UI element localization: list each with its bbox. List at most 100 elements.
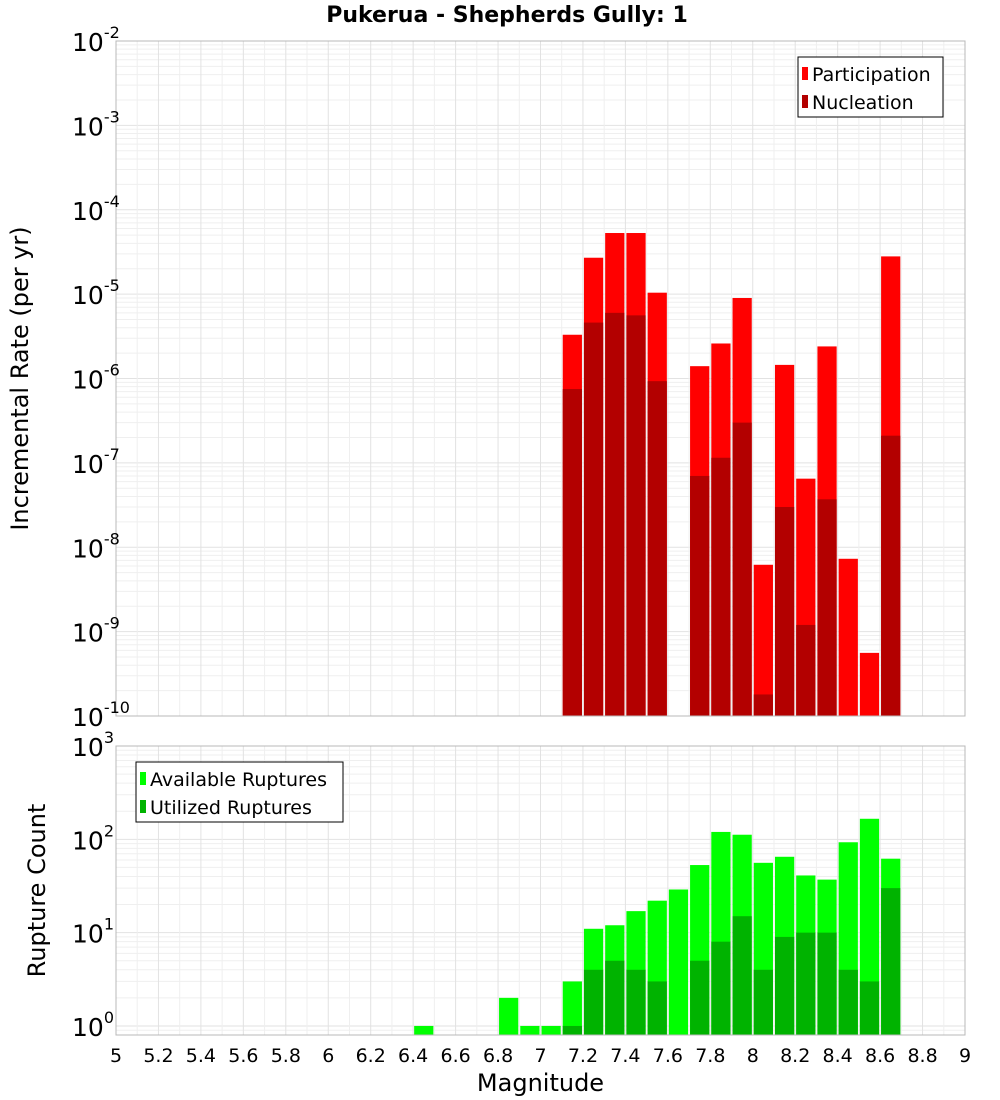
bars [562, 233, 901, 716]
legend-label: Available Ruptures [150, 769, 327, 791]
y-tick-label: 10-9 [72, 614, 120, 648]
y-tick-labels: 100 101 102 103 [72, 728, 114, 1042]
bar-primary [499, 997, 519, 1035]
y-tick-label: 10-2 [72, 23, 120, 57]
x-tick-label: 6 [322, 1045, 334, 1067]
legend-label: Nucleation [812, 92, 914, 114]
bar-secondary [605, 312, 625, 716]
x-tick-label: 6.6 [440, 1045, 470, 1067]
legend-swatch [140, 800, 146, 813]
x-tick-label: 9 [959, 1045, 971, 1067]
bar-primary [520, 1025, 540, 1035]
bar-secondary [796, 624, 816, 716]
bar-primary [562, 981, 582, 1035]
y-tick-label: 101 [72, 915, 114, 949]
y-tick-label: 102 [72, 821, 114, 855]
y-tick-label: 103 [72, 728, 114, 762]
bar-primary [668, 889, 689, 1035]
series-utilized-ruptures [562, 888, 901, 1035]
bar-primary [859, 818, 880, 1035]
y-tick-label: 100 [72, 1008, 114, 1042]
bar-secondary [817, 932, 837, 1035]
bar-secondary [690, 960, 710, 1035]
bar-secondary [626, 969, 646, 1035]
bar-secondary [753, 969, 773, 1035]
legend-label: Utilized Ruptures [150, 797, 312, 819]
bar-primary [541, 1025, 561, 1035]
x-tick-label: 8.8 [907, 1045, 937, 1067]
bar-secondary [817, 499, 837, 716]
bar-secondary [605, 960, 625, 1035]
y-tick-label: 10-7 [72, 445, 120, 479]
x-tick-labels: 5 5.2 5.4 5.6 5.8 6 6.2 6.4 6.6 6.8 7 7.2 7.4 7.6 7.8 8… [110, 1045, 971, 1067]
bar-secondary [647, 381, 667, 716]
bar-secondary [859, 981, 880, 1035]
chart-title: Pukerua - Shepherds Gully: 1 [326, 3, 688, 28]
bar-secondary [562, 389, 582, 716]
x-tick-label: 8.4 [823, 1045, 853, 1067]
x-tick-label: 8.6 [865, 1045, 895, 1067]
bars [414, 818, 901, 1035]
bar-secondary [732, 422, 752, 716]
bar-secondary [838, 969, 858, 1035]
bar-secondary [796, 932, 816, 1035]
legend-entry: Nucleation [802, 92, 914, 114]
plot-frame [115, 40, 966, 717]
legend: Participation Nucleation [797, 56, 944, 118]
legend-swatch [802, 67, 808, 80]
x-tick-label: 6.4 [398, 1045, 428, 1067]
bar-secondary [732, 916, 752, 1035]
bar-secondary [626, 315, 646, 716]
y-tick-labels: 10-10 10-9 10-8 10-7 10-6 10-5 10-4 10-3 10-2 [72, 23, 130, 732]
legend-box [797, 56, 944, 118]
top-panel-rate-chart: 10-10 10-9 10-8 10-7 10-6 10-5 10-4 10-3 10-2 Inc… [6, 23, 966, 732]
y-axis-label: Rupture Count [23, 804, 51, 978]
bar-secondary [562, 1025, 582, 1035]
bar-secondary [753, 694, 773, 716]
grid [115, 40, 966, 717]
x-tick-label: 7.4 [610, 1045, 640, 1067]
x-tick-label: 6.2 [356, 1045, 386, 1067]
y-tick-label: 10-6 [72, 361, 120, 395]
legend-swatch [802, 95, 808, 108]
bar-secondary [881, 888, 901, 1035]
y-axis-label: Incremental Rate (per yr) [6, 226, 34, 530]
bar-secondary [647, 981, 667, 1035]
x-tick-label: 8 [747, 1045, 759, 1067]
legend-swatch [140, 772, 146, 785]
bar-secondary [690, 475, 710, 716]
x-tick-label: 7.8 [695, 1045, 725, 1067]
x-tick-label: 7 [534, 1045, 546, 1067]
bar-secondary [711, 457, 731, 716]
x-tick-label: 5.4 [186, 1045, 216, 1067]
bar-secondary [881, 435, 901, 716]
x-tick-label: 5 [110, 1045, 122, 1067]
legend-entry: Available Ruptures [140, 769, 327, 791]
x-tick-label: 5.8 [271, 1045, 301, 1067]
legend-entry: Participation [802, 64, 931, 86]
legend-box [135, 761, 344, 823]
x-axis-label: Magnitude [477, 1069, 604, 1097]
bar-secondary [583, 322, 604, 716]
bar-secondary [774, 936, 795, 1035]
legend-label: Participation [812, 64, 931, 86]
x-tick-label: 7.2 [568, 1045, 598, 1067]
x-tick-label: 6.8 [483, 1045, 513, 1067]
bar-primary [838, 558, 858, 716]
bar-secondary [774, 506, 795, 716]
y-tick-label: 10-3 [72, 107, 120, 141]
x-tick-label: 5.6 [228, 1045, 258, 1067]
legend: Available Ruptures Utilized Ruptures [135, 761, 344, 823]
y-tick-label: 10-4 [72, 192, 120, 226]
plot-frame [115, 745, 966, 1036]
bar-primary [753, 564, 773, 716]
series-nucleation [562, 312, 901, 716]
x-tick-label: 8.2 [780, 1045, 810, 1067]
y-tick-label: 10-10 [72, 698, 130, 732]
x-tick-label: 7.6 [653, 1045, 683, 1067]
bar-secondary [711, 941, 731, 1035]
y-tick-label: 10-8 [72, 529, 120, 563]
